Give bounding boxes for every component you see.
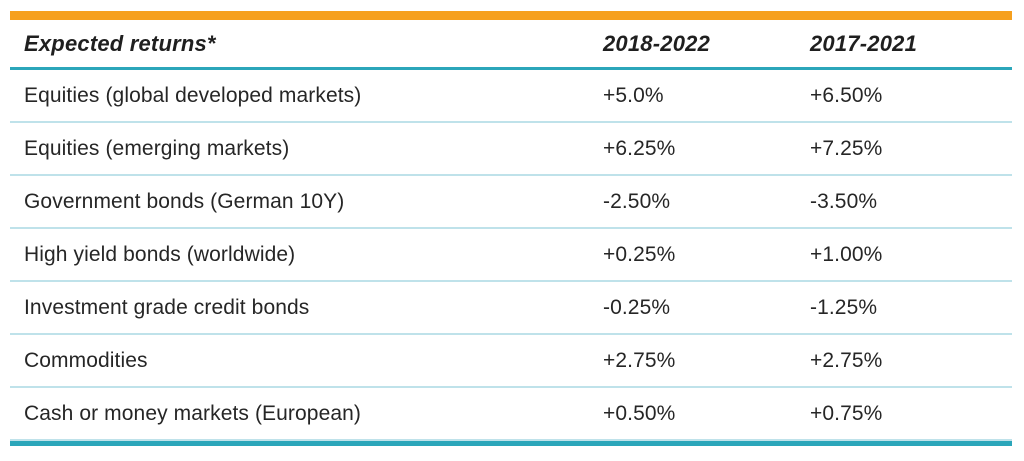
column-header-period-2: 2017-2021 [810, 30, 918, 56]
row-label: Commodities [24, 348, 148, 372]
table-row: High yield bonds (worldwide) +0.25% +1.0… [10, 229, 1012, 282]
row-value-period-2: +7.25% [810, 136, 883, 160]
table-row: Investment grade credit bonds -0.25% -1.… [10, 282, 1012, 335]
table-row: Equities (global developed markets) +5.0… [10, 70, 1012, 123]
bottom-accent-rule [10, 441, 1012, 446]
row-value-period-1: +0.25% [603, 242, 676, 266]
row-value-period-2: +6.50% [810, 83, 883, 107]
row-value-period-2: +1.00% [810, 242, 883, 266]
row-value-period-2: +2.75% [810, 348, 883, 372]
row-label: Equities (emerging markets) [24, 136, 290, 160]
row-value-period-2: -1.25% [810, 295, 878, 319]
row-value-period-1: +0.50% [603, 401, 676, 425]
table-row: Commodities +2.75% +2.75% [10, 335, 1012, 388]
table-row: Government bonds (German 10Y) -2.50% -3.… [10, 176, 1012, 229]
row-value-period-1: -0.25% [603, 295, 671, 319]
row-label: Cash or money markets (European) [24, 401, 362, 425]
row-value-period-1: +6.25% [603, 136, 676, 160]
table-header-row: Expected returns* 2018-2022 2017-2021 [10, 20, 1012, 70]
top-accent-bar [10, 11, 1012, 20]
expected-returns-table: Expected returns* 2018-2022 2017-2021 Eq… [10, 11, 1012, 446]
table-row: Equities (emerging markets) +6.25% +7.25… [10, 123, 1012, 176]
row-value-period-1: +2.75% [603, 348, 676, 372]
row-value-period-2: +0.75% [810, 401, 883, 425]
row-label: High yield bonds (worldwide) [24, 242, 296, 266]
row-label: Equities (global developed markets) [24, 83, 362, 107]
row-value-period-1: +5.0% [603, 83, 664, 107]
table-row: Cash or money markets (European) +0.50% … [10, 388, 1012, 441]
table-title: Expected returns* [24, 30, 216, 56]
row-label: Government bonds (German 10Y) [24, 189, 345, 213]
column-header-period-1: 2018-2022 [603, 30, 711, 56]
row-value-period-2: -3.50% [810, 189, 878, 213]
row-value-period-1: -2.50% [603, 189, 671, 213]
row-label: Investment grade credit bonds [24, 295, 310, 319]
